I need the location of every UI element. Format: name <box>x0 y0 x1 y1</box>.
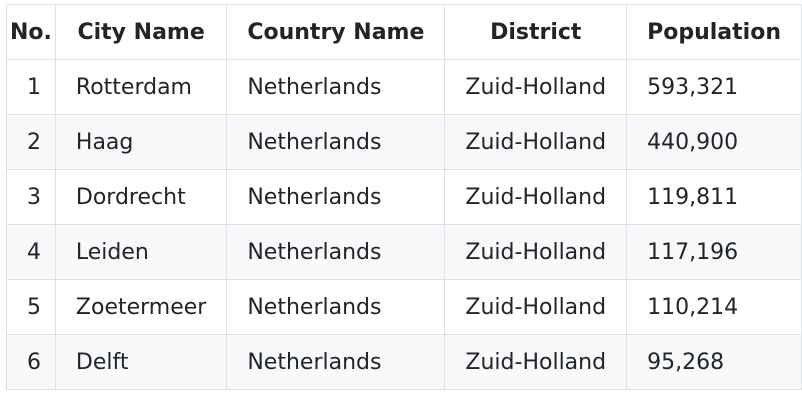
table-header: No. City Name Country Name District Popu… <box>6 4 802 60</box>
cell-population: 110,214 <box>626 279 802 335</box>
cell-city-name: Leiden <box>54 224 228 280</box>
cell-district: Zuid-Holland <box>444 114 628 170</box>
cell-district: Zuid-Holland <box>444 279 628 335</box>
cell-country-name: Netherlands <box>226 334 446 390</box>
cell-city-name: Rotterdam <box>54 59 228 115</box>
cell-district: Zuid-Holland <box>444 224 628 280</box>
header-city-name: City Name <box>54 4 228 60</box>
table-row: 5 Zoetermeer Netherlands Zuid-Holland 11… <box>6 279 802 335</box>
cell-district: Zuid-Holland <box>444 59 628 115</box>
cell-city-name: Zoetermeer <box>54 279 228 335</box>
cell-no: 5 <box>6 279 56 335</box>
header-no: No. <box>6 4 56 60</box>
cell-population: 593,321 <box>626 59 802 115</box>
cell-city-name: Delft <box>54 334 228 390</box>
cell-country-name: Netherlands <box>226 59 446 115</box>
cell-city-name: Dordrecht <box>54 169 228 225</box>
cell-country-name: Netherlands <box>226 279 446 335</box>
cell-country-name: Netherlands <box>226 169 446 225</box>
city-population-table: No. City Name Country Name District Popu… <box>6 4 802 390</box>
cell-population: 119,811 <box>626 169 802 225</box>
cell-no: 6 <box>6 334 56 390</box>
cell-no: 2 <box>6 114 56 170</box>
cell-district: Zuid-Holland <box>444 169 628 225</box>
cell-population: 117,196 <box>626 224 802 280</box>
cell-city-name: Haag <box>54 114 228 170</box>
cell-population: 95,268 <box>626 334 802 390</box>
cell-no: 3 <box>6 169 56 225</box>
cell-country-name: Netherlands <box>226 114 446 170</box>
table-row: 2 Haag Netherlands Zuid-Holland 440,900 <box>6 114 802 170</box>
table-row: 1 Rotterdam Netherlands Zuid-Holland 593… <box>6 59 802 115</box>
cell-no: 4 <box>6 224 56 280</box>
cell-country-name: Netherlands <box>226 224 446 280</box>
table-body: 1 Rotterdam Netherlands Zuid-Holland 593… <box>6 59 802 390</box>
header-country-name: Country Name <box>226 4 446 60</box>
cell-no: 1 <box>6 59 56 115</box>
header-population: Population <box>626 4 802 60</box>
header-row: No. City Name Country Name District Popu… <box>6 4 802 60</box>
table-row: 6 Delft Netherlands Zuid-Holland 95,268 <box>6 334 802 390</box>
cell-district: Zuid-Holland <box>444 334 628 390</box>
table-row: 3 Dordrecht Netherlands Zuid-Holland 119… <box>6 169 802 225</box>
cell-population: 440,900 <box>626 114 802 170</box>
table-row: 4 Leiden Netherlands Zuid-Holland 117,19… <box>6 224 802 280</box>
header-district: District <box>444 4 628 60</box>
